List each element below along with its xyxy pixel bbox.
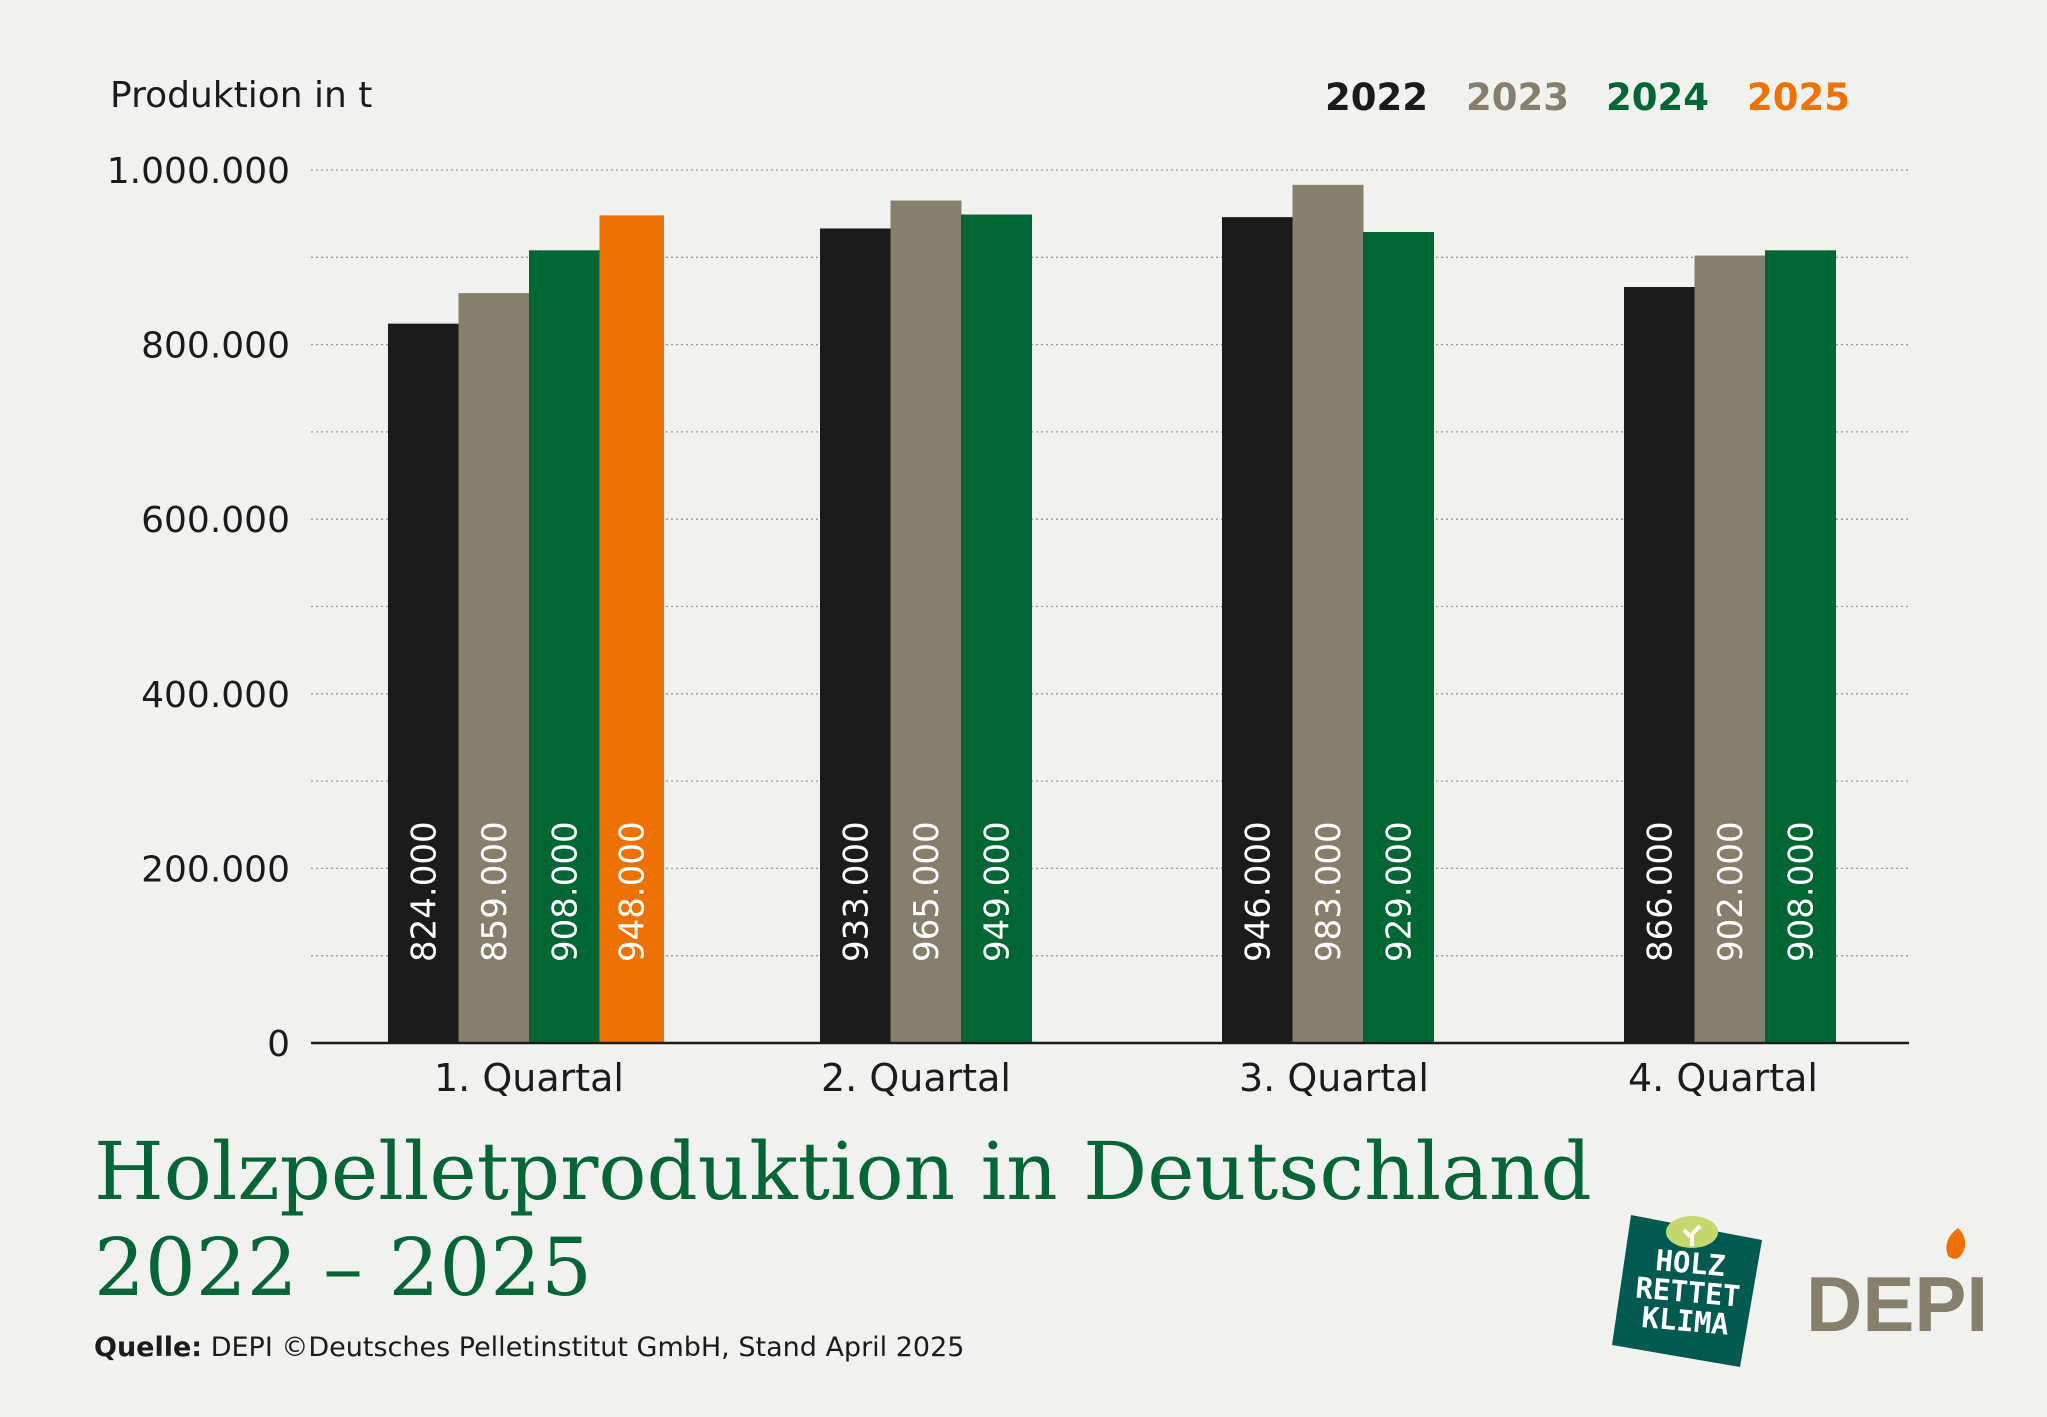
value-label: 983.000 — [1309, 821, 1349, 962]
bar-2023-q4 — [1694, 255, 1766, 1043]
value-label: 933.000 — [836, 821, 876, 962]
legend-item-2023: 2023 — [1466, 76, 1569, 119]
depi-logo: DEPI — [1806, 1228, 1988, 1348]
legend: 2022 2023 2024 2025 — [1325, 76, 1850, 119]
bar-2022-q2 — [820, 228, 891, 1044]
y-axis-label: Produktion in t — [110, 75, 372, 116]
value-label: 929.000 — [1379, 821, 1419, 962]
value-label: 824.000 — [404, 821, 444, 962]
bar-2023-q3 — [1292, 184, 1364, 1043]
value-label: 948.000 — [613, 821, 653, 962]
bars — [388, 184, 1836, 1044]
legend-item-2022: 2022 — [1325, 76, 1428, 119]
x-category-label: 3. Quartal — [1239, 1056, 1429, 1100]
bar-2022-q3 — [1222, 217, 1293, 1044]
value-label: 949.000 — [977, 821, 1017, 962]
legend-item-2024: 2024 — [1606, 76, 1709, 119]
y-tick-label: 800.000 — [141, 326, 290, 367]
value-label: 908.000 — [1781, 821, 1821, 962]
logo-text-3: KLIMA — [1640, 1300, 1730, 1341]
chart-subtitle: 2022 – 2025 — [94, 1221, 592, 1314]
value-label: 965.000 — [907, 821, 947, 962]
y-tick-label: 600.000 — [141, 500, 290, 541]
x-category-label: 2. Quartal — [821, 1056, 1011, 1100]
bar-2024-q4 — [1765, 250, 1836, 1044]
value-label: 902.000 — [1711, 821, 1751, 962]
x-category-label: 4. Quartal — [1628, 1056, 1818, 1100]
x-category-label: 1. Quartal — [434, 1056, 624, 1100]
bar-2022-q4 — [1624, 286, 1695, 1043]
logo-text-1: HOLZ — [1654, 1243, 1727, 1283]
bar-2023-q1 — [458, 293, 530, 1043]
value-labels: 824.000 859.000 908.000 948.000 933.000 965.0… — [404, 821, 1821, 962]
legend-item-2025: 2025 — [1747, 76, 1850, 119]
bar-2024-q3 — [1363, 231, 1434, 1043]
source-label: Quelle: — [94, 1332, 202, 1363]
chart-title: Holzpelletproduktion in Deutschland — [94, 1125, 1592, 1218]
bar-2025-q1 — [599, 215, 664, 1043]
y-axis-ticks: 0 200.000 400.000 600.000 800.000 1.000.000 — [107, 151, 290, 1065]
value-label: 908.000 — [545, 821, 585, 962]
source-text: DEPI ©Deutsches Pelletinstitut GmbH, Sta… — [202, 1332, 964, 1363]
holz-rettet-klima-logo: HOLZ RETTET KLIMA — [1612, 1215, 1762, 1367]
value-label: 946.000 — [1238, 821, 1278, 962]
depi-logo-text: DEPI — [1806, 1260, 1988, 1348]
y-tick-label: 200.000 — [141, 849, 290, 890]
bar-2024-q1 — [529, 250, 600, 1044]
y-tick-label: 400.000 — [141, 675, 290, 716]
flame-icon — [1946, 1228, 1966, 1259]
value-label: 866.000 — [1640, 821, 1680, 962]
source-note: Quelle: DEPI ©Deutsches Pelletinstitut G… — [94, 1332, 964, 1363]
value-label: 859.000 — [475, 821, 515, 962]
y-tick-label: 0 — [267, 1024, 290, 1065]
bar-2024-q2 — [961, 214, 1032, 1043]
bar-2023-q2 — [890, 200, 962, 1043]
y-tick-label: 1.000.000 — [107, 151, 290, 192]
x-axis-categories: 1. Quartal 2. Quartal 3. Quartal 4. Quartal — [434, 1056, 1818, 1100]
bar-2022-q1 — [388, 323, 459, 1043]
